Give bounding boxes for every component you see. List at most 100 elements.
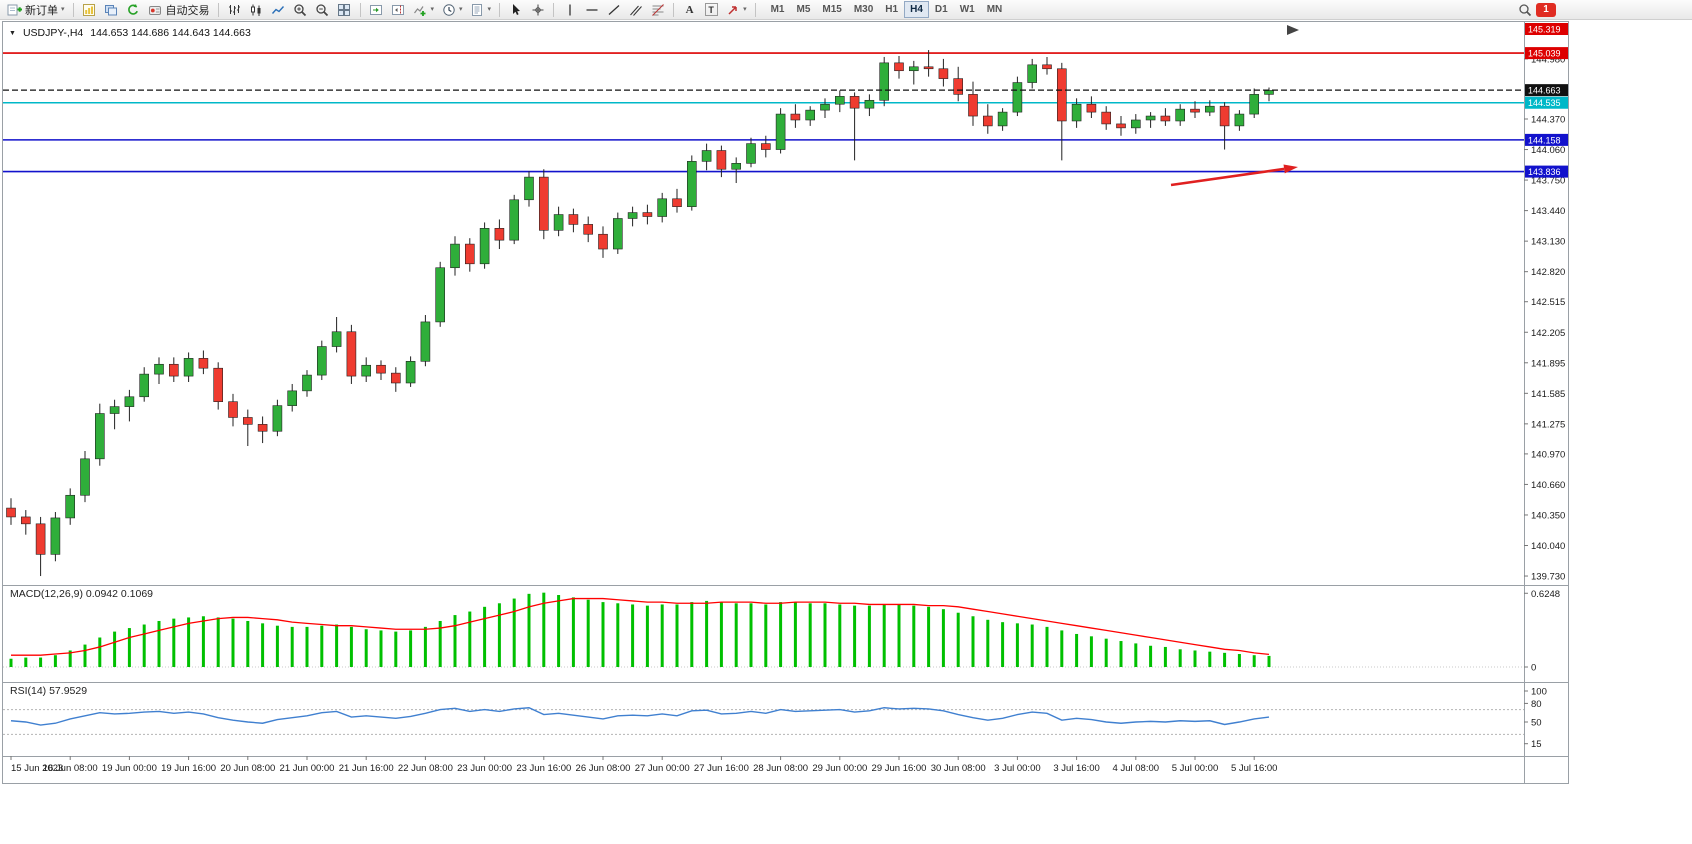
search-button[interactable]: [1514, 1, 1535, 19]
svg-text:144.060: 144.060: [1531, 145, 1565, 156]
notification-badge[interactable]: 1: [1536, 2, 1556, 17]
zoom-in-button[interactable]: [290, 1, 311, 19]
candlestick-chart-button[interactable]: [246, 1, 267, 19]
svg-text:19 Jun 16:00: 19 Jun 16:00: [161, 763, 216, 774]
line-chart-button[interactable]: [268, 1, 289, 19]
svg-text:144.158: 144.158: [1528, 135, 1561, 145]
auto-scroll-icon: [369, 2, 384, 17]
svg-text:21 Jun 00:00: 21 Jun 00:00: [280, 763, 335, 774]
price-chart-canvas[interactable]: 144.980 144.370 144.060 143.750 143.440 143.1…: [3, 22, 1568, 783]
svg-text:3 Jul 00:00: 3 Jul 00:00: [994, 763, 1040, 774]
svg-text:143.750: 143.750: [1531, 176, 1565, 187]
svg-text:28 Jun 08:00: 28 Jun 08:00: [753, 763, 808, 774]
horizontal-lines-layer[interactable]: [3, 52, 1524, 173]
auto-scroll-button[interactable]: [366, 1, 387, 19]
svg-text:15 Jun 2023: 15 Jun 2023: [11, 763, 63, 774]
svg-text:143.836: 143.836: [1528, 167, 1561, 177]
chevron-down-icon: ▾: [487, 6, 492, 13]
bar-chart-button[interactable]: [224, 1, 245, 19]
timeframe-d1[interactable]: D1: [929, 1, 954, 18]
annotation-arrow[interactable]: [1170, 164, 1298, 187]
svg-text:5 Jul 00:00: 5 Jul 00:00: [1172, 763, 1218, 774]
svg-text:142.820: 142.820: [1531, 267, 1565, 278]
chevron-down-icon: ▾: [430, 6, 435, 13]
cursor-button[interactable]: [505, 1, 526, 19]
timeframe-m1[interactable]: M1: [765, 1, 791, 18]
chart-shift-marker-icon[interactable]: [1287, 25, 1299, 35]
toolbar-separator: [754, 2, 756, 17]
equidistant-channel-button[interactable]: [625, 1, 646, 19]
candles-layer[interactable]: [6, 50, 1274, 577]
svg-text:141.895: 141.895: [1531, 358, 1565, 369]
price-badges: 145.319 145.039 144.663 144.535 144.158 143.8…: [1525, 23, 1568, 178]
crosshair-icon: [530, 2, 545, 17]
svg-text:5 Jul 16:00: 5 Jul 16:00: [1231, 763, 1277, 774]
svg-text:16 Jun 08:00: 16 Jun 08:00: [43, 763, 98, 774]
equidistant-channel-icon: [628, 2, 643, 17]
svg-text:145.319: 145.319: [1528, 25, 1561, 35]
tile-windows-icon: [337, 2, 352, 17]
horizontal-line-button[interactable]: [581, 1, 602, 19]
svg-text:29 Jun 00:00: 29 Jun 00:00: [812, 763, 867, 774]
timeframe-h4[interactable]: H4: [904, 1, 929, 18]
timeframe-m30[interactable]: M30: [848, 1, 879, 18]
templates-button[interactable]: ▾: [467, 1, 495, 19]
timeframe-m15[interactable]: M15: [816, 1, 847, 18]
chart-shift-icon: [391, 2, 406, 17]
svg-text:80: 80: [1531, 699, 1542, 710]
svg-text:50: 50: [1531, 718, 1542, 729]
vertical-line-button[interactable]: [559, 1, 580, 19]
chart-shift-button[interactable]: [388, 1, 409, 19]
svg-text:21 Jun 16:00: 21 Jun 16:00: [339, 763, 394, 774]
text-button[interactable]: A: [679, 1, 700, 19]
svg-text:100: 100: [1531, 687, 1547, 698]
new-order-button[interactable]: 新订单 ▾: [4, 1, 68, 19]
svg-text:22 Jun 08:00: 22 Jun 08:00: [398, 763, 453, 774]
arrow-object-icon: [725, 2, 740, 17]
autotrading-button[interactable]: 自动交易: [145, 1, 213, 19]
line-chart-icon: [271, 2, 286, 17]
indicators-button[interactable]: ▾: [410, 1, 438, 19]
fibonacci-button[interactable]: [647, 1, 668, 19]
svg-text:3 Jul 16:00: 3 Jul 16:00: [1053, 763, 1099, 774]
timeframe-toolbar: M1 M5 M15 M30 H1 H4 D1 W1 MN: [765, 1, 1009, 18]
svg-text:139.730: 139.730: [1531, 572, 1565, 583]
timeframe-m5[interactable]: M5: [790, 1, 816, 18]
tile-windows-button[interactable]: [334, 1, 355, 19]
timeframe-w1[interactable]: W1: [954, 1, 981, 18]
crosshair-button[interactable]: [527, 1, 548, 19]
svg-text:142.515: 142.515: [1531, 297, 1565, 308]
chart-window: 144.980 144.370 144.060 143.750 143.440 143.1…: [2, 21, 1569, 784]
svg-text:143.130: 143.130: [1531, 237, 1565, 248]
timeframe-mn[interactable]: MN: [981, 1, 1009, 18]
svg-text:141.275: 141.275: [1531, 419, 1565, 430]
new-chart-button[interactable]: [79, 1, 100, 19]
toolbar-separator: [553, 2, 555, 17]
profiles-button[interactable]: [101, 1, 122, 19]
rsi-layer: [10, 707, 1270, 726]
text-label-button[interactable]: T: [701, 1, 721, 19]
timeframe-h1[interactable]: H1: [879, 1, 904, 18]
periods-button[interactable]: ▾: [438, 1, 466, 19]
svg-text:27 Jun 00:00: 27 Jun 00:00: [635, 763, 690, 774]
svg-text:144.370: 144.370: [1531, 115, 1565, 126]
zoom-out-button[interactable]: [312, 1, 333, 19]
trendline-button[interactable]: [603, 1, 624, 19]
new-chart-icon: [82, 2, 97, 17]
main-toolbar: 新订单 ▾ 自动交易 ▾ ▾ ▾ A T ▾: [0, 0, 1692, 20]
svg-text:23 Jun 00:00: 23 Jun 00:00: [457, 763, 512, 774]
indicators-icon: [413, 2, 428, 17]
toolbar-separator: [673, 2, 675, 17]
svg-text:29 Jun 16:00: 29 Jun 16:00: [872, 763, 927, 774]
arrows-button[interactable]: ▾: [722, 1, 750, 19]
refresh-button[interactable]: [123, 1, 144, 19]
svg-text:19 Jun 00:00: 19 Jun 00:00: [102, 763, 157, 774]
svg-text:26 Jun 08:00: 26 Jun 08:00: [576, 763, 631, 774]
price-axis: 144.980 144.370 144.060 143.750 143.440 143.1…: [1524, 54, 1565, 750]
svg-text:0: 0: [1531, 663, 1536, 674]
svg-text:144.980: 144.980: [1531, 54, 1565, 65]
svg-text:140.350: 140.350: [1531, 510, 1565, 521]
svg-text:140.970: 140.970: [1531, 449, 1565, 460]
svg-text:15: 15: [1531, 739, 1542, 750]
search-icon: [1517, 2, 1532, 17]
